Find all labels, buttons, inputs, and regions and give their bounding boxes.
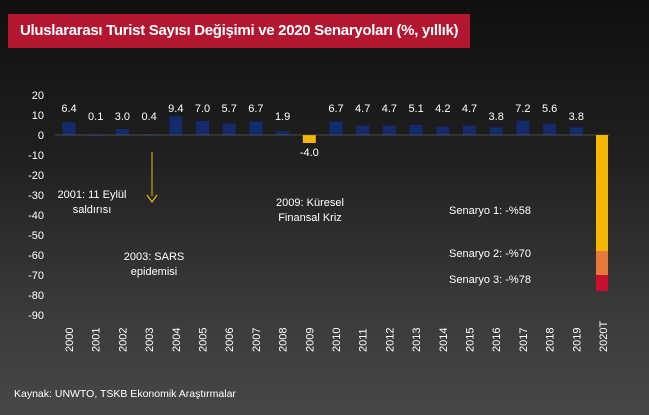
y-tick-label: 20 <box>32 90 44 102</box>
annotation-arrow-head <box>146 194 158 204</box>
data-label: 3.0 <box>115 111 130 123</box>
bar <box>436 126 450 135</box>
bar <box>356 125 370 135</box>
y-tick-label: -90 <box>28 310 44 322</box>
scenario-label: Senaryo 3: -%78 <box>449 274 531 286</box>
bar <box>276 131 290 135</box>
y-tick-label: -20 <box>28 170 44 182</box>
data-label: 4.7 <box>462 103 477 115</box>
y-tick-label: -40 <box>28 210 44 222</box>
annotation-text: epidemisi <box>131 266 177 278</box>
scenario-bar-segment <box>596 275 608 291</box>
x-tick-label: 2000 <box>64 328 76 352</box>
y-tick-label: -70 <box>28 270 44 282</box>
bar <box>543 123 557 135</box>
scenario-label: Senaryo 2: -%70 <box>449 248 531 260</box>
chart-title: Uluslararası Turist Sayısı Değişimi ve 2… <box>20 22 459 39</box>
data-label: 7.2 <box>515 103 530 115</box>
x-tick-label: 2014 <box>438 328 450 352</box>
y-tick-label: -80 <box>28 290 44 302</box>
y-tick-label: 0 <box>38 130 44 142</box>
x-tick-label: 2015 <box>465 328 477 352</box>
y-tick-label: 10 <box>32 110 44 122</box>
annotation-text: Finansal Kriz <box>278 212 342 224</box>
annotation-text: 2003: SARS <box>124 251 185 263</box>
bar <box>249 121 263 135</box>
data-label: 0.1 <box>88 111 103 123</box>
x-tick-label: 2010 <box>331 328 343 352</box>
data-label: 6.4 <box>61 103 76 115</box>
annotation-text: 2009: Küresel <box>276 197 344 209</box>
x-tick-label: 2004 <box>171 328 183 352</box>
x-tick-label: 2019 <box>571 328 583 352</box>
data-label: 3.8 <box>489 111 504 123</box>
y-tick-label: -50 <box>28 230 44 242</box>
data-label: 1.9 <box>275 111 290 123</box>
data-label: 6.7 <box>328 103 343 115</box>
x-tick-label: 2006 <box>224 328 236 352</box>
x-tick-label: 2016 <box>491 328 503 352</box>
bar <box>222 123 236 135</box>
data-label: 5.1 <box>408 103 423 115</box>
scenario-label: Senaryo 1: -%58 <box>449 205 531 217</box>
x-tick-label: 2003 <box>144 328 156 352</box>
y-tick-label: -10 <box>28 150 44 162</box>
x-tick-label: 2012 <box>384 328 396 352</box>
y-tick-label: -60 <box>28 250 44 262</box>
x-tick-label: 2002 <box>117 328 129 352</box>
bar <box>329 121 343 135</box>
scenario-bar-segment <box>596 135 608 251</box>
annotation-text: saldırısı <box>73 204 112 216</box>
x-tick-label: 2008 <box>278 328 290 352</box>
bar <box>382 125 396 135</box>
data-label: 5.6 <box>542 103 557 115</box>
x-tick-label: 2005 <box>198 328 210 352</box>
annotation-text: 2001: 11 Eylül <box>58 189 127 201</box>
data-label: 4.2 <box>435 103 450 115</box>
bar <box>516 120 530 135</box>
bar <box>115 129 129 135</box>
data-label: -4.0 <box>300 147 319 159</box>
x-tick-label: 2007 <box>251 328 263 352</box>
source-note: Kaynak: UNWTO, TSKB Ekonomik Araştırmala… <box>14 388 236 400</box>
bar <box>302 135 316 143</box>
x-tick-label: 2009 <box>304 328 316 352</box>
bar <box>463 125 476 135</box>
data-label: 0.4 <box>141 111 156 123</box>
scenario-bar-segment <box>596 251 608 275</box>
x-tick-label: 2011 <box>358 328 370 352</box>
x-tick-label: 2018 <box>545 328 557 352</box>
data-label: 3.8 <box>569 111 584 123</box>
data-label: 5.7 <box>222 103 237 115</box>
data-label: 4.7 <box>355 103 370 115</box>
x-tick-label: 2020T <box>598 321 610 352</box>
data-label: 4.7 <box>382 103 397 115</box>
x-tick-label: 2017 <box>518 328 530 352</box>
bar <box>196 121 209 135</box>
data-label: 9.4 <box>168 103 183 115</box>
bar <box>62 122 76 135</box>
title-bar: Uluslararası Turist Sayısı Değişimi ve 2… <box>8 14 470 48</box>
bar <box>409 124 423 135</box>
bar <box>489 127 503 135</box>
x-tick-label: 2001 <box>91 328 103 352</box>
bar <box>169 116 183 135</box>
data-label: 7.0 <box>195 103 210 115</box>
data-label: 6.7 <box>248 103 263 115</box>
y-tick-label: -30 <box>28 190 44 202</box>
bar <box>569 127 583 135</box>
x-tick-label: 2013 <box>411 328 423 352</box>
